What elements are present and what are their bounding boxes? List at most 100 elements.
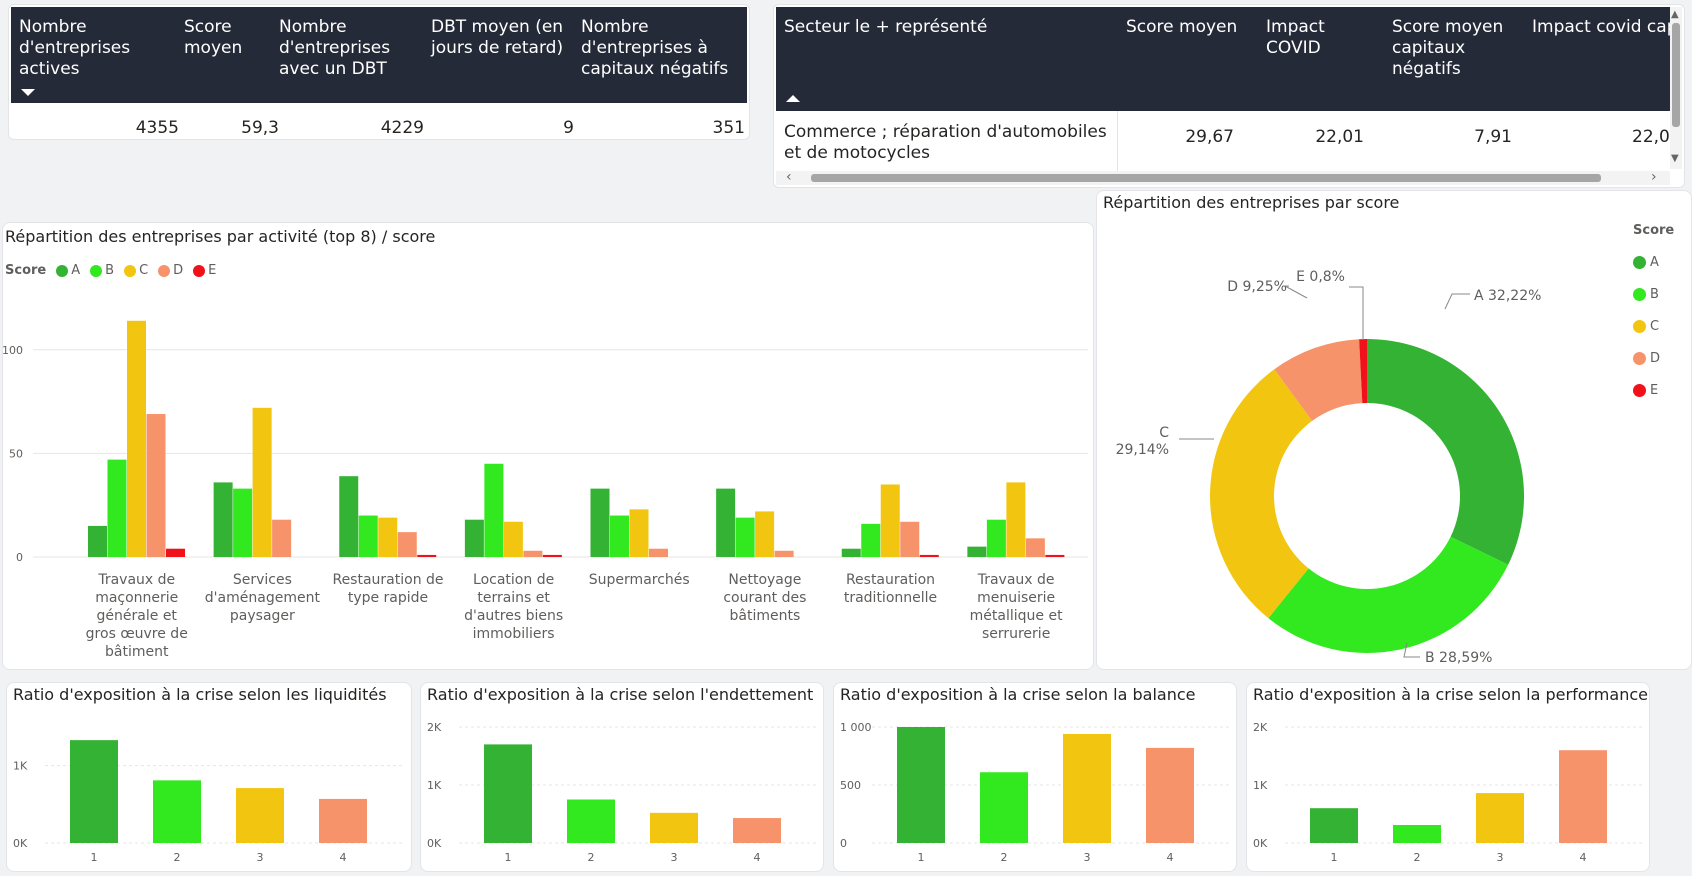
donut-chart-title: Répartition des entreprises par score [1103,193,1400,212]
donut-slice-c[interactable] [1210,369,1313,619]
category-label-line: d'aménagement [205,590,321,606]
donut-legend-item-b[interactable]: B [1633,278,1674,310]
bar-c[interactable] [127,320,146,557]
donut-slice-e[interactable] [1359,339,1367,404]
bar-2[interactable] [1393,825,1441,843]
bar-e[interactable] [919,554,939,557]
donut-legend-item-a[interactable]: A [1633,246,1674,278]
legend-item-e[interactable]: E [193,263,216,278]
bar-1[interactable] [70,740,118,843]
bar-2[interactable] [980,772,1028,843]
kpi-header-dbt-mean[interactable]: DBT moyen (en jours de retard) [431,17,564,58]
bar-d[interactable] [272,519,292,557]
horizontal-scrollbar-thumb[interactable] [811,174,1601,182]
bar-e[interactable] [166,548,185,557]
bar-e[interactable] [417,554,437,557]
bar-a[interactable] [841,548,861,557]
bar-a[interactable] [716,488,736,557]
legend-label: D [1650,350,1661,366]
sector-header-covid[interactable]: Impact COVID [1266,17,1325,58]
scroll-right-icon[interactable]: › [1651,169,1657,185]
kpi-header-score[interactable]: Score moyen [184,17,243,58]
bar-a[interactable] [464,519,484,557]
bar-d[interactable] [649,548,668,557]
y-tick-label: 1K [427,779,442,792]
bar-e[interactable] [1045,554,1065,557]
donut-slice-a[interactable] [1367,339,1524,565]
bar-d[interactable] [523,550,543,557]
legend-item-a[interactable]: A [56,263,80,278]
donut-slice-d[interactable] [1274,339,1363,421]
bar-c[interactable] [755,511,775,557]
vertical-scrollbar[interactable]: ▲ ▼ [1670,7,1682,169]
bar-d[interactable] [774,550,794,557]
bar-d[interactable] [146,414,166,557]
scroll-down-icon[interactable]: ▼ [1671,153,1679,164]
category-label-line: Nettoyage [728,572,801,588]
bar-d[interactable] [397,532,417,557]
donut-legend-item-c[interactable]: C [1633,310,1674,342]
bar-b[interactable] [107,459,127,557]
x-tick-label: 2 [1001,851,1008,864]
bar-c[interactable] [503,521,523,557]
donut-legend-item-e[interactable]: E [1633,374,1674,406]
bar-3[interactable] [650,812,698,843]
sector-header-score-neg[interactable]: Score moyen capitaux négatifs [1392,17,1504,79]
bar-a[interactable] [590,488,610,557]
bar-b[interactable] [610,515,629,557]
bar-4[interactable] [733,818,781,843]
bar-1[interactable] [484,744,532,843]
bar-b[interactable] [986,519,1006,557]
bar-c[interactable] [252,407,272,557]
bar-3[interactable] [1476,793,1524,843]
bar-a[interactable] [967,546,987,557]
bar-a[interactable] [339,476,359,557]
legend-item-b[interactable]: B [90,263,114,278]
bar-c[interactable] [880,484,900,557]
sector-row-score: 29,67 [1185,127,1234,147]
bar-1[interactable] [897,727,945,843]
vertical-scrollbar-thumb[interactable] [1672,23,1680,127]
bar-4[interactable] [1146,747,1194,843]
legend-item-c[interactable]: C [124,263,148,278]
legend-item-d[interactable]: D [158,263,183,278]
kpi-header-dbt-count[interactable]: Nombre d'entreprises avec un DBT [279,17,391,79]
bar-d[interactable] [1025,538,1045,557]
bar-b[interactable] [735,517,755,557]
scroll-left-icon[interactable]: ‹ [786,169,792,185]
bar-1[interactable] [1310,808,1358,843]
sector-header-name[interactable]: Secteur le + représenté [784,17,988,37]
bar-c[interactable] [1006,482,1026,557]
sort-ascending-icon[interactable] [786,95,800,102]
sort-descending-icon[interactable] [21,89,35,96]
bar-d[interactable] [900,521,920,557]
bar-2[interactable] [567,799,615,844]
bar-2[interactable] [153,780,201,843]
bar-a[interactable] [213,482,233,557]
kpi-header-active[interactable]: Nombre d'entreprises actives [19,17,131,79]
donut-legend-item-d[interactable]: D [1633,342,1674,374]
bar-4[interactable] [1559,750,1607,843]
legend-dot [1633,287,1646,301]
x-tick-label: 4 [1167,851,1174,864]
category-label-line: bâtiment [105,644,169,660]
bar-a[interactable] [88,525,107,557]
bar-b[interactable] [233,488,253,557]
sector-header-covid-neg[interactable]: Impact covid capitaux négatifs [1532,17,1682,37]
bar-b[interactable] [484,463,504,557]
donut-slice-b[interactable] [1268,536,1509,653]
bar-4[interactable] [319,798,367,843]
sector-row-covid: 22,01 [1315,127,1364,147]
horizontal-scrollbar[interactable]: ‹ › [776,169,1670,185]
bar-b[interactable] [861,523,881,557]
bar-3[interactable] [1063,733,1111,843]
bar-b[interactable] [358,515,378,557]
sector-header-score[interactable]: Score moyen [1126,17,1238,37]
bar-c[interactable] [629,509,649,557]
kpi-header-negative[interactable]: Nombre d'entreprises à capitaux négatifs [581,17,729,79]
bar-3[interactable] [236,788,284,843]
scroll-up-icon[interactable]: ▲ [1671,9,1679,20]
legend-dot [1633,383,1646,397]
bar-e[interactable] [542,554,562,557]
bar-c[interactable] [378,517,398,557]
